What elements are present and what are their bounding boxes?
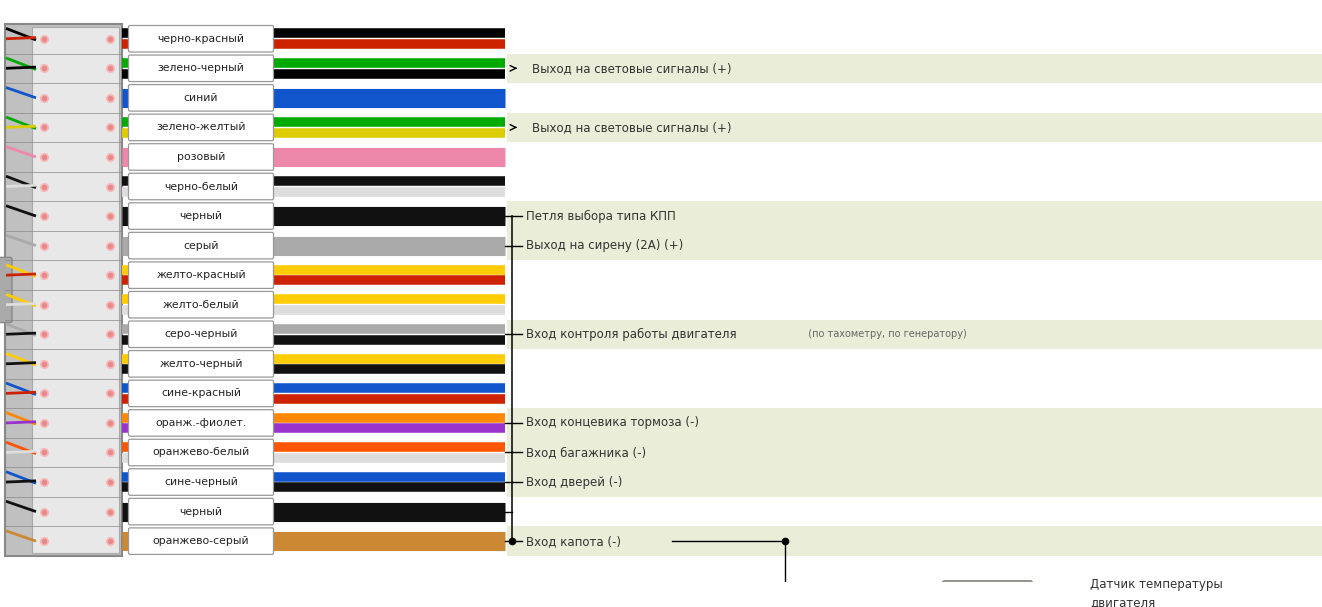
FancyBboxPatch shape bbox=[128, 114, 274, 141]
FancyBboxPatch shape bbox=[128, 262, 274, 288]
FancyBboxPatch shape bbox=[128, 528, 274, 554]
FancyBboxPatch shape bbox=[128, 203, 274, 229]
Text: оранжево-серый: оранжево-серый bbox=[152, 536, 250, 546]
Text: желто-белый: желто-белый bbox=[163, 300, 239, 310]
FancyBboxPatch shape bbox=[943, 581, 1032, 606]
Text: сине-черный: сине-черный bbox=[164, 477, 238, 487]
Bar bbox=[508, 319, 1322, 349]
FancyBboxPatch shape bbox=[128, 321, 274, 348]
Text: зелено-черный: зелено-черный bbox=[157, 63, 245, 73]
FancyBboxPatch shape bbox=[128, 380, 274, 407]
Bar bbox=[508, 408, 1322, 497]
FancyBboxPatch shape bbox=[128, 55, 274, 81]
Text: оранж.-фиолет.: оранж.-фиолет. bbox=[156, 418, 247, 428]
Text: желто-красный: желто-красный bbox=[156, 270, 246, 280]
Circle shape bbox=[1029, 583, 1051, 605]
Text: черно-белый: черно-белый bbox=[164, 181, 238, 192]
Text: Выход на световые сигналы (+): Выход на световые сигналы (+) bbox=[531, 121, 731, 134]
FancyBboxPatch shape bbox=[128, 291, 274, 318]
Text: Выход на сирену (2А) (+): Выход на сирену (2А) (+) bbox=[526, 239, 683, 252]
FancyBboxPatch shape bbox=[128, 144, 274, 170]
FancyBboxPatch shape bbox=[128, 498, 274, 525]
Text: Вход контроля работы двигателя: Вход контроля работы двигателя bbox=[526, 328, 736, 341]
Text: желто-черный: желто-черный bbox=[159, 359, 243, 369]
FancyBboxPatch shape bbox=[128, 173, 274, 200]
Text: розовый: розовый bbox=[177, 152, 225, 162]
FancyBboxPatch shape bbox=[128, 439, 274, 466]
Text: Вход капота (-): Вход капота (-) bbox=[526, 535, 621, 548]
Bar bbox=[508, 113, 1322, 142]
Text: Вход концевика тормоза (-): Вход концевика тормоза (-) bbox=[526, 416, 699, 429]
FancyBboxPatch shape bbox=[128, 232, 274, 259]
Text: Вход дверей (-): Вход дверей (-) bbox=[526, 475, 623, 489]
FancyBboxPatch shape bbox=[128, 25, 274, 52]
FancyBboxPatch shape bbox=[5, 24, 122, 556]
FancyBboxPatch shape bbox=[32, 27, 119, 553]
Text: серый: серый bbox=[184, 240, 218, 251]
Bar bbox=[508, 526, 1322, 556]
Circle shape bbox=[1035, 589, 1046, 599]
Text: черно-красный: черно-красный bbox=[157, 34, 245, 44]
FancyBboxPatch shape bbox=[0, 257, 12, 322]
Text: черный: черный bbox=[180, 507, 222, 517]
FancyBboxPatch shape bbox=[128, 469, 274, 495]
Bar bbox=[508, 202, 1322, 260]
Bar bbox=[508, 53, 1322, 83]
Text: Петля выбора типа КПП: Петля выбора типа КПП bbox=[526, 209, 676, 223]
Text: серо-черный: серо-черный bbox=[164, 329, 238, 339]
Text: черный: черный bbox=[180, 211, 222, 221]
FancyBboxPatch shape bbox=[128, 410, 274, 436]
Text: зелено-желтый: зелено-желтый bbox=[156, 123, 246, 132]
Text: (по тахометру, по генератору): (по тахометру, по генератору) bbox=[802, 329, 966, 339]
FancyBboxPatch shape bbox=[128, 84, 274, 111]
Text: оранжево-белый: оранжево-белый bbox=[152, 447, 250, 458]
Text: синий: синий bbox=[184, 93, 218, 103]
Text: сине-красный: сине-красный bbox=[161, 388, 241, 398]
Text: Датчик температуры
двигателя: Датчик температуры двигателя bbox=[1091, 578, 1223, 607]
Text: Вход багажника (-): Вход багажника (-) bbox=[526, 446, 646, 459]
Text: Выход на световые сигналы (+): Выход на световые сигналы (+) bbox=[531, 62, 731, 75]
FancyBboxPatch shape bbox=[128, 351, 274, 377]
